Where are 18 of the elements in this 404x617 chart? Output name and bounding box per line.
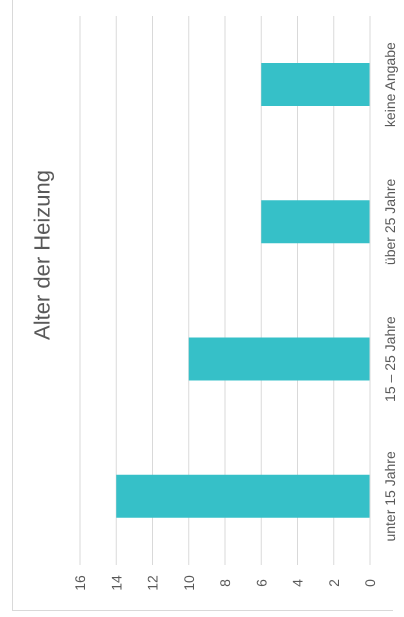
bar (261, 63, 370, 106)
x-tick-label: 0 (362, 578, 378, 587)
y-tick-label: über 25 Jahre (382, 178, 398, 266)
x-tick-label: 6 (253, 578, 270, 587)
x-tick-label: 2 (326, 578, 342, 587)
text: Alter der Heizung (30, 170, 54, 340)
x-tick-label: 8 (217, 578, 233, 587)
y-tick-label: unter 15 Jahre (382, 451, 398, 542)
bar (188, 338, 370, 380)
x-tick-label: 16 (72, 575, 88, 591)
x-tick-label: 10 (180, 575, 197, 591)
x-tick-label: 12 (144, 575, 160, 591)
x-tick-label: 4 (290, 578, 306, 587)
x-tick-label: 14 (108, 575, 124, 591)
y-tick-label: keine Angabe (382, 42, 398, 128)
bar (116, 474, 370, 518)
bar (261, 200, 370, 244)
y-tick-label: 15 – 25 Jahre (382, 316, 398, 402)
